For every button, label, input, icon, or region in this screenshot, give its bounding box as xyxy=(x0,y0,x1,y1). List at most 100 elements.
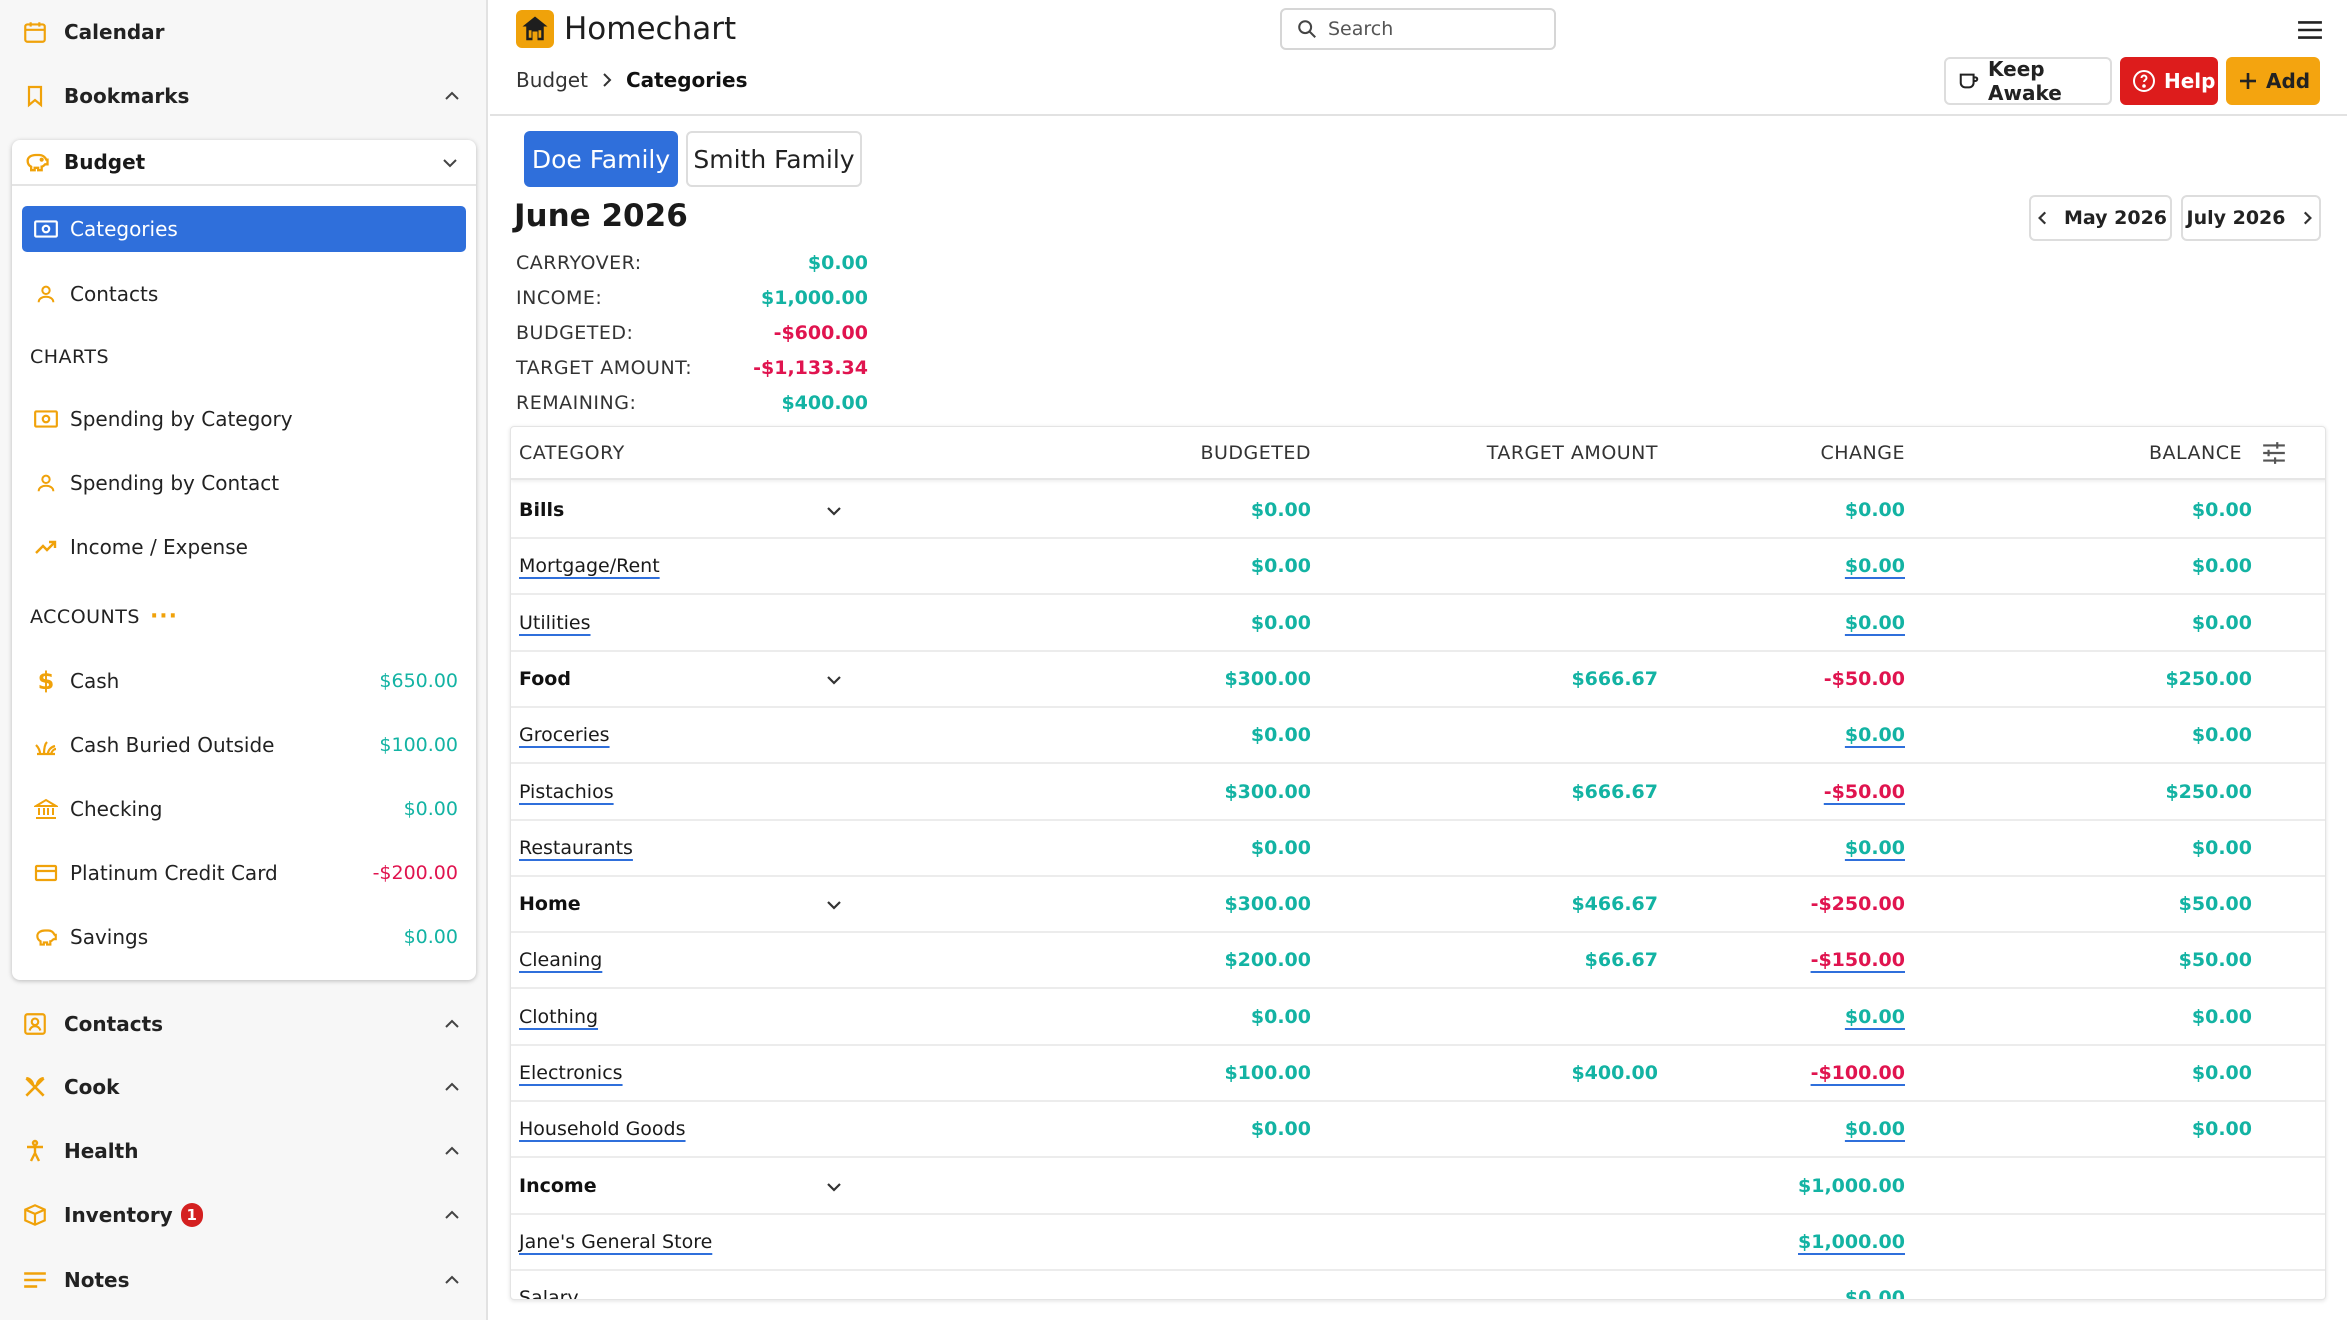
column-header-budgeted[interactable]: BUDGETED xyxy=(1200,442,1311,464)
help-button[interactable]: Help xyxy=(2120,57,2218,105)
sidebar-item-spending-by-contact[interactable]: Spending by Contact xyxy=(22,460,466,506)
table-settings-icon[interactable] xyxy=(2261,440,2287,466)
credit-card-icon xyxy=(32,859,60,887)
category-group-name[interactable]: Home xyxy=(519,893,581,916)
chevron-up-icon[interactable] xyxy=(440,1075,464,1099)
change-amount[interactable]: -$50.00 xyxy=(1823,780,1905,803)
sidebar-item-contacts-budget[interactable]: Contacts xyxy=(22,271,466,317)
tab-smith-family[interactable]: Smith Family xyxy=(686,131,862,187)
sidebar-item-health[interactable]: Health xyxy=(0,1121,488,1181)
chevron-right-icon xyxy=(603,73,612,87)
keep-awake-button[interactable]: Keep Awake xyxy=(1944,57,2112,105)
sidebar-item-spending-by-category[interactable]: Spending by Category xyxy=(22,396,466,442)
keep-awake-label: Keep Awake xyxy=(1988,57,2062,105)
chevron-down-icon[interactable] xyxy=(822,893,846,917)
table-row: Cleaning $200.00 $66.67 -$150.00 $50.00 xyxy=(511,933,2325,990)
chevron-down-icon[interactable] xyxy=(822,668,846,692)
app-logo[interactable]: Homechart xyxy=(516,10,736,48)
category-link[interactable]: Groceries xyxy=(519,724,610,747)
table-row: Utilities $0.00 $0.00 $0.00 xyxy=(511,596,2325,652)
change-amount[interactable]: $1,000.00 xyxy=(1798,1230,1905,1253)
sidebar-item-notes[interactable]: Notes xyxy=(0,1250,488,1310)
utensils-icon xyxy=(20,1072,50,1102)
dollar-icon: $ xyxy=(37,667,55,695)
column-header-target-amount[interactable]: TARGET AMOUNT xyxy=(1486,442,1658,464)
next-month-label: July 2026 xyxy=(2186,207,2286,229)
accounts-section-label: ACCOUNTS ··· xyxy=(30,604,178,629)
account-item-checking[interactable]: Checking $0.00 xyxy=(22,786,466,832)
budgeted-amount: $0.00 xyxy=(1250,836,1311,859)
change-amount[interactable]: $0.00 xyxy=(1844,611,1905,634)
category-group-name[interactable]: Bills xyxy=(519,499,565,521)
breadcrumb-parent[interactable]: Budget xyxy=(516,68,588,92)
column-header-change[interactable]: CHANGE xyxy=(1820,442,1905,464)
chevron-down-icon[interactable] xyxy=(822,499,846,523)
chevron-down-icon[interactable] xyxy=(438,151,462,175)
account-item-platinum-credit-card[interactable]: Platinum Credit Card -$200.00 xyxy=(22,850,466,896)
sidebar-item-inventory[interactable]: Inventory 1 xyxy=(0,1185,488,1245)
chevron-up-icon[interactable] xyxy=(440,1203,464,1227)
change-amount[interactable]: $0.00 xyxy=(1844,1287,1905,1300)
category-link[interactable]: Clothing xyxy=(519,1005,599,1028)
account-name: Platinum Credit Card xyxy=(70,861,278,885)
sidebar-item-contacts[interactable]: Contacts xyxy=(0,994,488,1054)
change-amount[interactable]: $0.00 xyxy=(1844,1118,1905,1141)
search-box[interactable] xyxy=(1280,8,1556,50)
category-link[interactable]: Pistachios xyxy=(519,780,614,803)
add-button[interactable]: Add xyxy=(2226,57,2320,105)
sidebar-item-income-expense[interactable]: Income / Expense xyxy=(22,524,466,570)
category-link[interactable]: Restaurants xyxy=(519,836,633,859)
sidebar-item-bookmarks[interactable]: Bookmarks xyxy=(0,66,488,126)
summary-carryover: CARRYOVER: $0.00 xyxy=(516,248,868,278)
account-name: Savings xyxy=(70,925,149,949)
category-link[interactable]: Mortgage/Rent xyxy=(519,555,660,578)
more-options-icon[interactable]: ··· xyxy=(149,604,179,629)
category-group-name[interactable]: Food xyxy=(519,667,571,690)
change-amount[interactable]: $0.00 xyxy=(1844,1005,1905,1028)
chevron-up-icon[interactable] xyxy=(440,1268,464,1292)
chevron-up-icon[interactable] xyxy=(440,1012,464,1036)
categories-table: CATEGORY BUDGETED TARGET AMOUNT CHANGE B… xyxy=(510,426,2326,1300)
sidebar-item-cook[interactable]: Cook xyxy=(0,1057,488,1117)
category-link[interactable]: Household Goods xyxy=(519,1118,686,1141)
search-input[interactable] xyxy=(1328,18,1528,40)
chevron-up-icon[interactable] xyxy=(440,1139,464,1163)
change-amount[interactable]: -$100.00 xyxy=(1810,1062,1905,1084)
budgeted-amount: $0.00 xyxy=(1250,724,1311,747)
box-icon xyxy=(20,1200,50,1230)
budgeted-amount: $0.00 xyxy=(1250,499,1311,521)
account-item-cash[interactable]: $ Cash $650.00 xyxy=(22,658,466,704)
change-amount[interactable]: -$150.00 xyxy=(1810,949,1905,972)
previous-month-button[interactable]: May 2026 xyxy=(2029,195,2172,241)
category-link[interactable]: Jane's General Store xyxy=(519,1230,713,1253)
sidebar-item-calendar[interactable]: Calendar xyxy=(0,2,488,62)
sidebar-item-categories[interactable]: Categories xyxy=(22,206,466,252)
column-header-category[interactable]: CATEGORY xyxy=(519,442,625,464)
category-link[interactable]: Salary xyxy=(519,1287,579,1300)
cup-icon xyxy=(1958,69,1980,93)
budgeted-amount: $0.00 xyxy=(1250,1118,1311,1141)
category-link[interactable]: Electronics xyxy=(519,1062,623,1084)
change-amount[interactable]: $0.00 xyxy=(1844,836,1905,859)
account-amount: $0.00 xyxy=(403,798,458,820)
category-group-name[interactable]: Income xyxy=(519,1174,597,1197)
menu-icon[interactable] xyxy=(2297,18,2323,42)
category-link[interactable]: Utilities xyxy=(519,611,591,634)
chevron-down-icon[interactable] xyxy=(822,1175,846,1199)
sidebar-item-budget[interactable]: Budget xyxy=(12,140,476,186)
calendar-icon xyxy=(20,17,50,47)
balance-amount: $0.00 xyxy=(2191,724,2252,747)
sidebar-item-label: Income / Expense xyxy=(70,535,248,559)
person-icon xyxy=(32,469,60,497)
account-amount: $650.00 xyxy=(379,670,458,692)
next-month-button[interactable]: July 2026 xyxy=(2181,195,2321,241)
summary-label: CARRYOVER: xyxy=(516,252,642,274)
category-link[interactable]: Cleaning xyxy=(519,949,603,972)
column-header-balance[interactable]: BALANCE xyxy=(2148,442,2242,464)
account-item-cash-buried-outside[interactable]: Cash Buried Outside $100.00 xyxy=(22,722,466,768)
change-amount[interactable]: $0.00 xyxy=(1844,555,1905,578)
account-item-savings[interactable]: Savings $0.00 xyxy=(22,914,466,960)
tab-doe-family[interactable]: Doe Family xyxy=(524,131,678,187)
chevron-up-icon[interactable] xyxy=(440,84,464,108)
change-amount[interactable]: $0.00 xyxy=(1844,724,1905,747)
